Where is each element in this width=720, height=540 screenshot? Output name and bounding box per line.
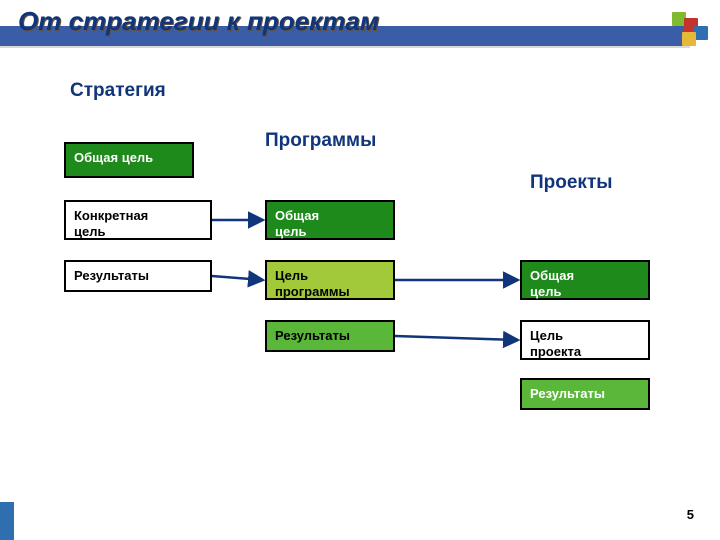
box-pr_res: Результаты <box>520 378 650 410</box>
page-number: 5 <box>687 507 694 522</box>
title-underline <box>0 46 690 48</box>
footer-accent <box>0 502 14 540</box>
box-pr_proj: Цельпроекта <box>520 320 650 360</box>
column-header-strategy: Стратегия <box>70 80 166 102</box>
box-p_goal: Общаяцель <box>265 200 395 240</box>
slide-title: От стратегии к проектам <box>18 6 379 37</box>
column-header-projects: Проекты <box>530 172 612 194</box>
title-bar: От стратегии к проектам От стратегии к п… <box>0 0 720 52</box>
box-s_goal: Общая цель <box>64 142 194 178</box>
box-p_res: Результаты <box>265 320 395 352</box>
column-header-programs: Программы <box>265 130 376 152</box>
box-s_konk: Конкретнаяцель <box>64 200 212 240</box>
box-pr_goal: Общаяцель <box>520 260 650 300</box>
box-p_prog: Цельпрограммы <box>265 260 395 300</box>
box-s_res: Результаты <box>64 260 212 292</box>
logo <box>662 12 708 46</box>
